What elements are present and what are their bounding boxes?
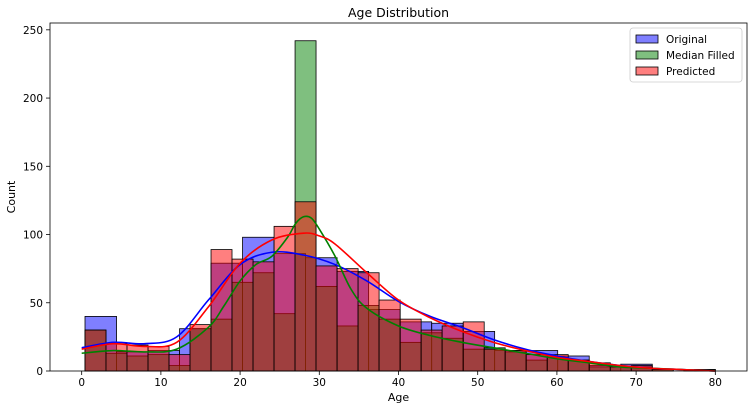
- x-tick-label: 40: [392, 377, 405, 389]
- x-tick-label: 10: [154, 377, 167, 389]
- histogram-bar: [378, 299, 401, 372]
- x-tick-label: 60: [550, 377, 563, 389]
- histogram-bar: [105, 343, 128, 372]
- x-tick-label: 30: [313, 377, 326, 389]
- x-tick-label: 80: [709, 377, 722, 389]
- y-axis: 0 50 100 150 200 250: [23, 25, 50, 378]
- legend: Original Median Filled Predicted: [629, 27, 743, 83]
- y-axis-label: Count: [5, 180, 18, 213]
- x-tick-label: 20: [233, 377, 246, 389]
- x-tick-label: 0: [78, 377, 85, 389]
- y-tick-label: 50: [30, 298, 43, 310]
- histogram-bar: [252, 261, 275, 372]
- series-bars-2: [84, 201, 716, 372]
- x-tick-label: 70: [629, 377, 642, 389]
- legend-swatch: [635, 66, 659, 76]
- histogram-bar: [273, 225, 296, 372]
- kde-line: [81, 215, 716, 372]
- histogram-bar: [483, 348, 506, 372]
- legend-swatch: [635, 50, 659, 60]
- kde-line: [81, 232, 716, 372]
- x-axis-label: Age: [388, 391, 410, 404]
- y-tick-label: 0: [36, 366, 43, 378]
- y-tick-label: 100: [23, 230, 43, 242]
- chart-title: Age Distribution: [348, 5, 449, 20]
- histogram-bar: [126, 344, 149, 372]
- histogram-bar: [294, 201, 317, 372]
- legend-label: Median Filled: [666, 50, 735, 62]
- x-tick-label: 50: [471, 377, 484, 389]
- kde-lines: [81, 215, 716, 372]
- histogram-bar: [147, 346, 170, 372]
- legend-swatch: [635, 34, 659, 44]
- y-tick-label: 200: [23, 93, 43, 105]
- y-tick-label: 150: [23, 161, 43, 173]
- histogram-bar: [168, 354, 191, 372]
- histogram-bar: [315, 265, 338, 372]
- legend-label: Original: [666, 34, 707, 46]
- histogram-bar: [231, 258, 254, 372]
- histogram-bar: [189, 324, 212, 372]
- histogram-bar: [399, 318, 422, 372]
- x-axis: 0 10 20 30 40 50 60 70 80: [78, 371, 722, 389]
- legend-label: Predicted: [666, 66, 715, 78]
- histogram-bars: [84, 40, 716, 372]
- histogram-bar: [441, 325, 464, 372]
- y-tick-label: 250: [23, 25, 43, 37]
